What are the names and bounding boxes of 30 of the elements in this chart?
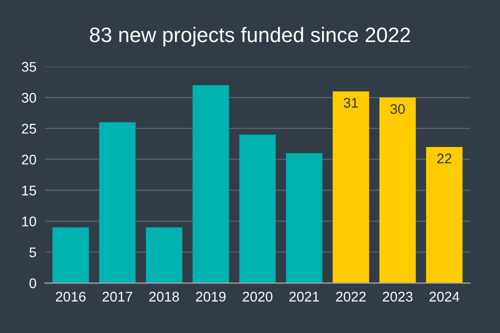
bar (426, 146, 463, 284)
x-tick-label: 2023 (382, 292, 412, 302)
bar (192, 85, 230, 284)
x-tick-label: 2016 (56, 292, 86, 302)
y-tick-label: 0 (29, 278, 36, 288)
x-tick-label: 2017 (102, 292, 132, 302)
y-tick-label: 20 (22, 154, 36, 165)
y-tick-label: 15 (22, 186, 36, 196)
bar (286, 153, 322, 284)
y-tick-label: 30 (22, 92, 36, 103)
y-tick-label: 10 (22, 216, 36, 226)
x-tick-label: 2021 (289, 292, 319, 302)
x-tick-label: 2022 (336, 292, 366, 302)
data-label: 22 (437, 154, 452, 164)
chart-title: 83 new projects funded since 2022 (90, 26, 410, 46)
y-tick-label: 35 (22, 62, 36, 72)
x-tick-label: 2018 (149, 292, 179, 302)
x-tick-label: 2020 (242, 292, 272, 302)
data-label: 30 (390, 104, 405, 114)
x-tick-label: 2019 (196, 292, 226, 302)
bar (52, 227, 89, 284)
x-tick-label: 2024 (430, 292, 460, 302)
bar (146, 227, 182, 284)
bar (332, 91, 370, 284)
bar (99, 122, 136, 284)
y-tick-label: 25 (22, 124, 36, 134)
bar (379, 98, 416, 284)
data-label: 31 (344, 98, 358, 108)
bar (239, 134, 276, 284)
y-tick-label: 5 (30, 248, 36, 258)
